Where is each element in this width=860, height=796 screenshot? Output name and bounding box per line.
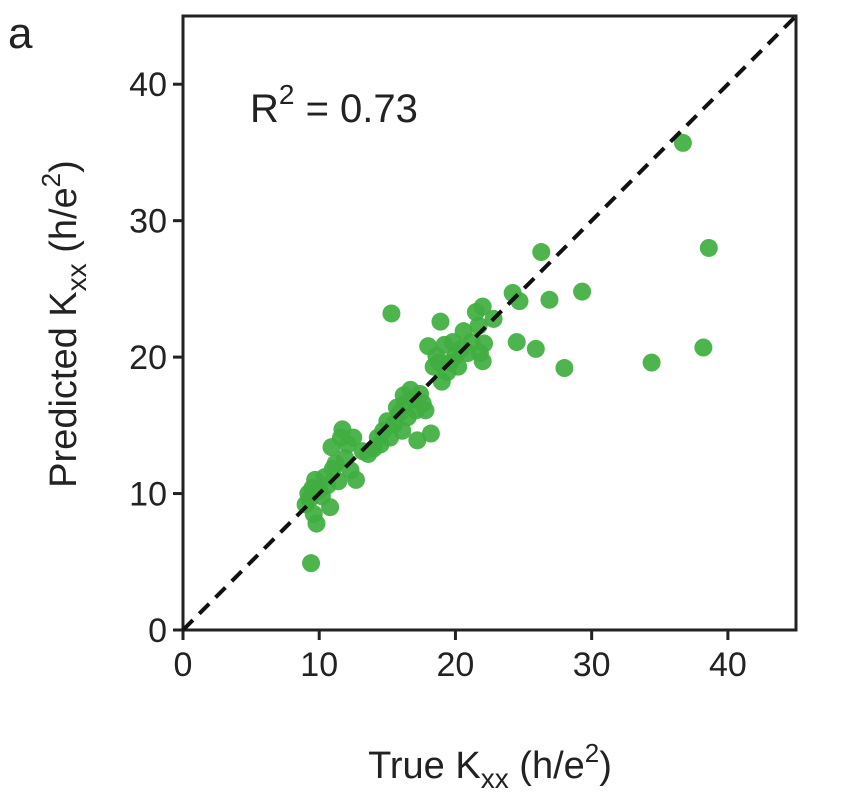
annotation-base: R <box>250 87 279 131</box>
y-tick-label: 0 <box>148 612 167 650</box>
x-tick-label: 0 <box>174 646 193 684</box>
y-label-subscript: xx <box>61 263 92 291</box>
reference-diagonal-line <box>181 14 798 632</box>
y-tick-label: 10 <box>129 476 167 514</box>
data-point <box>555 359 574 378</box>
data-point <box>449 357 468 376</box>
data-point <box>393 421 412 440</box>
data-point <box>699 238 718 257</box>
data-point <box>573 282 592 301</box>
data-point <box>540 290 559 309</box>
data-point <box>526 339 545 358</box>
y-tick-label: 40 <box>129 66 167 104</box>
plot-frame <box>181 14 798 632</box>
x-label-unit: (h/e <box>509 745 585 787</box>
y-axis-ticks: 0 10 20 30 40 <box>129 66 183 650</box>
data-point <box>473 297 492 316</box>
y-label-unit-close: ) <box>43 160 85 173</box>
x-axis-ticks: 0 10 20 30 40 <box>174 630 747 684</box>
data-point <box>532 243 551 262</box>
x-axis-label: True Kxx (h/e2) <box>368 738 612 794</box>
annotation-superscript: 2 <box>279 79 295 110</box>
data-point <box>421 424 440 443</box>
data-point <box>507 333 526 352</box>
data-points <box>296 133 718 573</box>
data-point <box>642 353 661 372</box>
y-axis-label: Predicted Kxx (h/e2) <box>36 160 92 488</box>
data-point <box>307 514 326 533</box>
data-point <box>321 498 340 517</box>
data-point <box>344 428 363 447</box>
y-tick-label: 30 <box>129 203 167 241</box>
data-point <box>673 133 692 152</box>
x-tick-label: 10 <box>300 646 338 684</box>
x-label-subscript: xx <box>481 763 509 794</box>
y-label-main: Predicted K <box>43 291 85 487</box>
data-point <box>473 352 492 371</box>
data-point <box>416 401 435 420</box>
y-label-unit: (h/e <box>43 187 85 263</box>
data-point <box>347 470 366 489</box>
x-label-unit-close: ) <box>599 745 612 787</box>
panel-label: a <box>8 9 33 58</box>
data-point <box>431 312 450 331</box>
x-tick-label: 40 <box>709 646 747 684</box>
y-tick-label: 20 <box>129 339 167 377</box>
data-point <box>382 304 401 323</box>
x-label-superscript: 2 <box>585 738 599 768</box>
y-label-superscript: 2 <box>36 173 66 187</box>
data-point <box>694 338 713 357</box>
data-point <box>475 334 494 353</box>
annotation-value: = 0.73 <box>294 87 417 131</box>
data-point <box>408 431 427 450</box>
data-point <box>302 554 321 573</box>
x-tick-label: 20 <box>437 646 475 684</box>
x-label-main: True K <box>368 745 481 787</box>
x-tick-label: 30 <box>573 646 611 684</box>
r-squared-annotation: R2 = 0.73 <box>250 79 418 131</box>
